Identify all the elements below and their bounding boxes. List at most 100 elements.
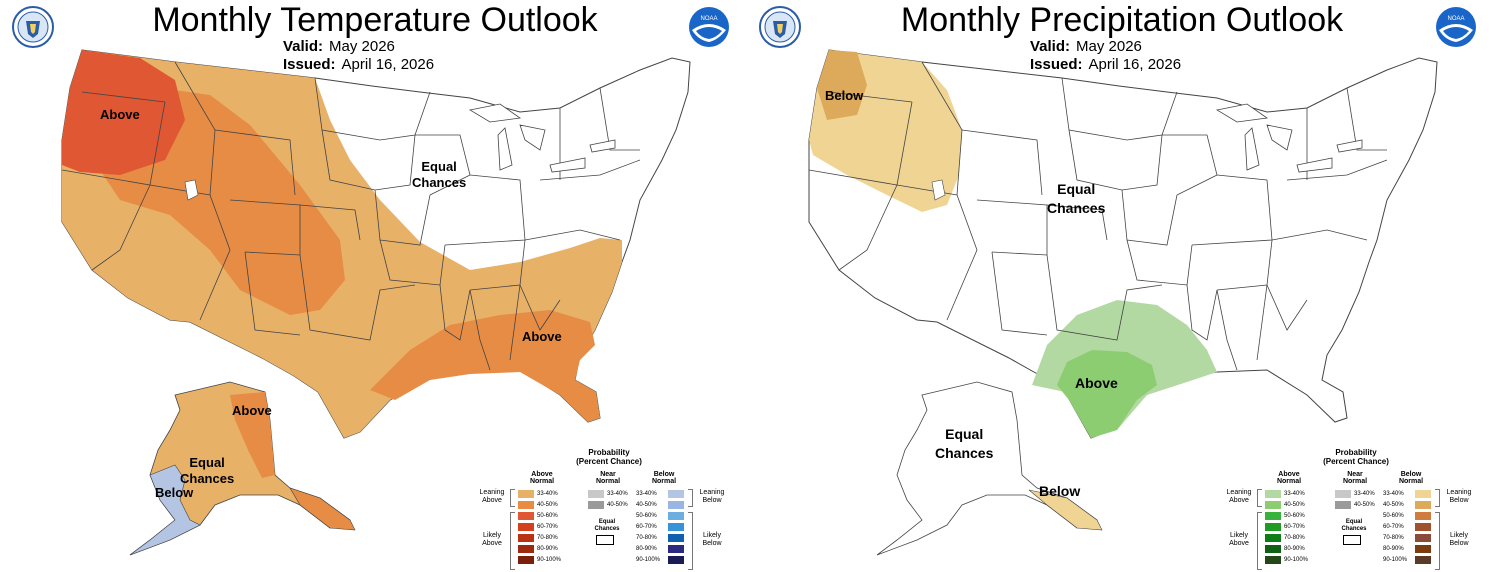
legend-above-header: Above Normal xyxy=(529,471,555,485)
legend-below-header: Below Normal xyxy=(651,471,677,485)
legend-swatch xyxy=(588,490,604,498)
legend-swatch xyxy=(518,545,534,553)
legend-range-label: 40-50% xyxy=(1354,502,1375,508)
doc-seal-logo xyxy=(759,6,801,48)
noaa-logo: NOAA xyxy=(1435,6,1477,48)
legend-range-label: 33-40% xyxy=(1284,491,1305,497)
precipitation-outlook-panel: Monthly Precipitation Outlook Valid: May … xyxy=(747,0,1493,572)
legend-range-label: 33-40% xyxy=(607,491,628,497)
legend-swatch xyxy=(1265,545,1281,553)
legend-swatch xyxy=(668,545,684,553)
legend-leaning-below: Leaning Below xyxy=(699,489,725,504)
legend-range-label: 40-50% xyxy=(636,502,657,508)
doc-seal-logo xyxy=(12,6,54,48)
precipitation-map xyxy=(808,49,1438,556)
temperature-legend: Probability (Percent Chance) Above Norma… xyxy=(474,446,744,570)
label-above-alaska: Above xyxy=(232,403,272,418)
issued-value: April 16, 2026 xyxy=(341,56,435,73)
noaa-logo: NOAA xyxy=(688,6,730,48)
legend-swatch xyxy=(1335,501,1351,509)
legend-leaning-above: Leaning Above xyxy=(479,489,505,504)
legend-below-header: Below Normal xyxy=(1398,471,1424,485)
alaska-outline xyxy=(876,381,1098,556)
temperature-map xyxy=(61,49,691,556)
issued-label: Issued: xyxy=(283,56,336,73)
legend-range-label: 60-70% xyxy=(537,524,558,530)
legend-swatch xyxy=(1415,556,1431,564)
legend-likely-below: Likely Below xyxy=(702,532,722,547)
legend-range-label: 70-80% xyxy=(1284,535,1305,541)
bracket xyxy=(510,512,515,570)
legend-swatch xyxy=(1415,545,1431,553)
legend-swatch xyxy=(1265,556,1281,564)
issued-value: April 16, 2026 xyxy=(1088,56,1182,73)
temperature-title: Monthly Temperature Outlook xyxy=(152,1,598,39)
legend-range-label: 33-40% xyxy=(1354,491,1375,497)
legend-swatch xyxy=(518,490,534,498)
legend-equal-chances-swatch xyxy=(596,535,614,545)
bracket xyxy=(1435,512,1440,570)
legend-swatch xyxy=(668,523,684,531)
legend-likely-below: Likely Below xyxy=(1449,532,1469,547)
legend-range-label: 33-40% xyxy=(1383,491,1404,497)
legend-swatch xyxy=(668,534,684,542)
label-above-west: Above xyxy=(100,107,140,122)
label-below-alaska: Below xyxy=(1039,483,1081,499)
legend-swatch xyxy=(1415,501,1431,509)
label-equal-chances: Equal Chances xyxy=(1047,181,1106,216)
legend-range-label: 70-80% xyxy=(537,535,558,541)
label-below-northwest: Below xyxy=(825,88,864,103)
label-equal-chances-alaska: Equal Chances xyxy=(935,426,994,461)
legend-title: Probability (Percent Chance) xyxy=(1323,448,1389,466)
legend-range-label: 50-60% xyxy=(537,513,558,519)
legend-swatch xyxy=(518,523,534,531)
label-above-texas: Above xyxy=(1075,375,1118,391)
legend-equal-chances: Equal Chances xyxy=(1341,519,1367,532)
legend-range-label: 70-80% xyxy=(1383,535,1404,541)
issued-line: Issued: April 16, 2026 xyxy=(1030,56,1181,74)
legend-swatch xyxy=(1265,490,1281,498)
legend-swatch xyxy=(518,556,534,564)
legend-swatch xyxy=(1335,490,1351,498)
valid-label: Valid: xyxy=(283,38,324,55)
precipitation-title: Monthly Precipitation Outlook xyxy=(900,1,1344,39)
legend-range-label: 50-60% xyxy=(636,513,657,519)
legend-range-label: 90-100% xyxy=(636,557,661,563)
legend-equal-chances-swatch xyxy=(1343,535,1361,545)
legend-range-label: 90-100% xyxy=(1383,557,1408,563)
legend-range-label: 40-50% xyxy=(607,502,628,508)
bracket xyxy=(688,489,693,507)
legend-leaning-below: Leaning Below xyxy=(1446,489,1472,504)
alaska-below-region xyxy=(129,464,201,556)
legend-equal-chances: Equal Chances xyxy=(594,519,620,532)
legend-range-label: 70-80% xyxy=(636,535,657,541)
temperature-outlook-panel: Monthly Temperature Outlook Valid: May 20… xyxy=(0,0,746,572)
legend-range-label: 50-60% xyxy=(1383,513,1404,519)
state-borders xyxy=(808,61,1388,371)
legend-swatch xyxy=(1415,512,1431,520)
legend-swatch xyxy=(588,501,604,509)
legend-range-label: 90-100% xyxy=(1284,557,1309,563)
great-lakes xyxy=(468,103,616,173)
legend-swatch xyxy=(1265,501,1281,509)
legend-swatch xyxy=(1415,490,1431,498)
valid-line: Valid: May 2026 xyxy=(283,38,395,56)
valid-value: May 2026 xyxy=(329,38,395,55)
label-above-southeast: Above xyxy=(522,329,562,344)
temp-50-60-northwest xyxy=(62,50,185,175)
legend-range-label: 60-70% xyxy=(636,524,657,530)
precip-40-50-below xyxy=(817,50,867,120)
legend-range-label: 60-70% xyxy=(1284,524,1305,530)
issued-line: Issued: April 16, 2026 xyxy=(283,56,434,74)
legend-near-header: Near Normal xyxy=(595,471,621,485)
legend-range-label: 40-50% xyxy=(1284,502,1305,508)
state-borders xyxy=(61,61,641,371)
legend-swatch xyxy=(668,556,684,564)
alaska-panhandle-below xyxy=(1028,489,1103,531)
legend-swatch xyxy=(668,501,684,509)
legend-swatch xyxy=(1265,512,1281,520)
legend-likely-above: Likely Above xyxy=(482,532,502,547)
legend-swatch xyxy=(518,512,534,520)
legend-range-label: 40-50% xyxy=(1383,502,1404,508)
great-lakes xyxy=(1215,103,1363,173)
